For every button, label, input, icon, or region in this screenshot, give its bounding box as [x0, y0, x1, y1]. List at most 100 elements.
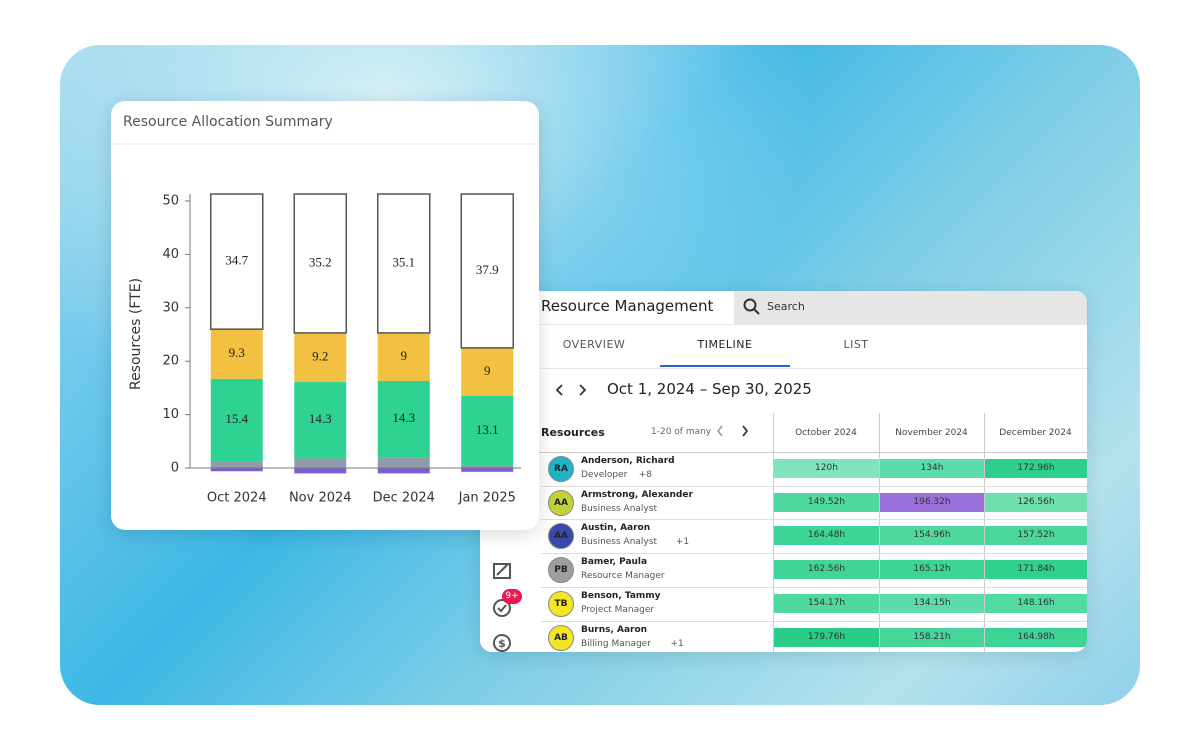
row-divider [541, 553, 1087, 555]
bar-segment [294, 468, 347, 474]
tab[interactable]: OVERVIEW [562, 338, 626, 351]
resource-name: Bamer, Paula [581, 557, 648, 568]
role-extra: +1 [675, 537, 690, 548]
resource-name: Burns, Aaron [581, 624, 648, 635]
hours-cell: 157.52h [985, 526, 1087, 546]
avatar: TB [548, 590, 574, 617]
avatar: AA [548, 489, 574, 516]
hours-cell: 134.15h [880, 593, 984, 613]
avatar: RA [548, 456, 574, 482]
hours-cell: 148.16h [985, 593, 1087, 613]
bar-segment [377, 193, 431, 334]
bar-segment [461, 468, 514, 472]
timeline-table: Resources 1-20 of many October 2024 Novembe… [480, 413, 1087, 652]
avatar: AA [548, 523, 574, 550]
hours-cell: 171.84h [985, 560, 1087, 580]
tab[interactable]: TIMELINE [697, 338, 753, 351]
bar-label: 9.3 [229, 345, 245, 360]
bar-label: 14.3 [309, 411, 332, 426]
chart-title: Resource Allocation Summary [123, 114, 333, 130]
hours-cell: 164.98h [985, 627, 1087, 647]
bar-label: 9 [401, 348, 408, 363]
bar-segment [377, 468, 430, 474]
bar-segment [377, 457, 430, 469]
y-tick-label: 30 [162, 300, 179, 315]
column-divider [879, 413, 880, 652]
header-divider [530, 452, 1087, 453]
hours-cell: 158.21h [880, 627, 984, 647]
y-tick-label: 40 [162, 247, 179, 262]
hours-cell: 120h [774, 459, 879, 478]
row-divider [541, 519, 1087, 521]
y-tick-label: 0 [171, 461, 179, 476]
bar-segment [377, 332, 430, 381]
tab[interactable]: LIST [843, 338, 869, 351]
bar-label: 35.2 [309, 254, 332, 269]
search-box[interactable]: Search [734, 291, 1087, 324]
bar-label: 15.4 [225, 411, 248, 426]
hours-cell: 164.48h [774, 526, 879, 546]
notification-badge: 9+ [502, 589, 522, 604]
chart-card: Resource Allocation Summary Resources (F… [111, 101, 539, 530]
resource-role: Business Analyst [581, 503, 657, 514]
x-tick-label: Dec 2024 [373, 491, 435, 506]
hours-cell: 172.96h [985, 459, 1087, 478]
x-tick-label: Nov 2024 [289, 491, 352, 506]
bar-segment [294, 458, 347, 469]
row-divider [541, 586, 1087, 588]
bar-label: 35.1 [392, 254, 415, 269]
bar-segment [461, 395, 514, 466]
hours-cell: 165.12h [880, 560, 984, 580]
bar-segment [294, 382, 347, 459]
pagination: 1-20 of many [651, 427, 712, 437]
resource-role: Developer [581, 470, 628, 480]
x-tick-label: Oct 2024 [207, 491, 267, 506]
hours-cell: 162.56h [774, 560, 879, 580]
resource-role: Resource Manager [581, 571, 665, 582]
bar-segment [294, 332, 347, 383]
bar-label: 37.9 [476, 262, 499, 277]
month-header: November 2024 [895, 428, 968, 438]
role-extra: +1 [670, 638, 684, 649]
hours-cell: 196.32h [880, 492, 984, 512]
date-nav[interactable] [552, 381, 592, 401]
resource-name: Anderson, Richard [581, 456, 675, 466]
date-range: Oct 1, 2024 – Sep 30, 2025 [607, 380, 812, 398]
bar-segment [460, 193, 514, 349]
hours-cell: 154.17h [774, 593, 879, 613]
x-tick-label: Jan 2025 [458, 491, 516, 506]
tab-underline [660, 365, 790, 367]
y-tick-label: 50 [162, 193, 179, 208]
column-divider [984, 413, 985, 652]
bar-segment [293, 193, 347, 334]
panel-title: Resource Management [541, 297, 714, 315]
bar-label: 13.1 [476, 422, 499, 437]
y-tick-label: 10 [162, 407, 179, 422]
hours-cell: 126.56h [985, 492, 1087, 512]
bar-segment [461, 465, 514, 469]
resource-name: Benson, Tammy [581, 590, 661, 601]
row-divider [541, 620, 1087, 622]
bar-segment [210, 378, 263, 462]
month-header: October 2024 [795, 428, 857, 438]
bar-label: 14.3 [392, 410, 415, 425]
bar-segment [210, 193, 264, 330]
search-icon [743, 298, 760, 315]
month-header: December 2024 [999, 428, 1072, 438]
bar-label: 34.7 [225, 253, 248, 268]
bar-segment [210, 461, 263, 469]
column-header: Resources [541, 426, 605, 439]
resource-name: Armstrong, Alexander [581, 489, 693, 500]
y-axis-label: Resources (FTE) [128, 278, 144, 390]
hours-cell: 134h [880, 459, 984, 478]
pager-arrows[interactable] [712, 422, 752, 442]
resource-name: Austin, Aaron [581, 523, 651, 534]
bar-label: 9.2 [312, 348, 328, 363]
bar-segment [377, 380, 430, 458]
y-tick-label: 20 [162, 354, 179, 369]
resource-role: Project Manager [581, 604, 655, 615]
avatar: AB [548, 624, 574, 651]
tab-bar: OVERVIEW TIMELINE LIST [480, 324, 1087, 369]
row-divider [541, 485, 1087, 487]
